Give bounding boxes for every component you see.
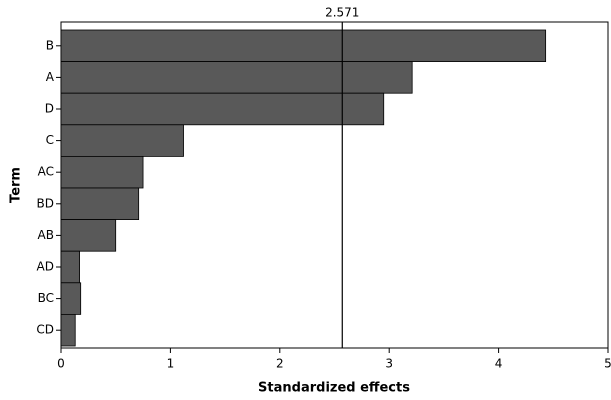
bar [60,313,76,347]
x-axis-label: Standardized effects [258,381,410,396]
x-tick-label: 2 [276,357,284,371]
y-tick-label: D [45,102,54,116]
bar [60,124,184,157]
y-tick-label: B [46,38,54,52]
x-tick-label: 5 [604,357,611,371]
y-tick-label: A [46,70,55,84]
x-tick-label: 3 [385,357,393,371]
x-tick-label: 1 [167,357,175,371]
bar [60,219,117,252]
x-tick-label: 0 [57,357,65,371]
x-tick-label: 4 [495,357,503,371]
y-tick-label: AD [37,260,54,274]
y-tick-label: CD [36,323,54,337]
bar [60,155,144,189]
reference-label: 2.571 [325,6,359,20]
y-tick-label: BC [38,291,54,305]
bar [60,282,82,315]
bar [60,187,140,221]
bar [60,29,547,63]
bar [60,92,385,126]
y-tick-label: BD [37,196,54,210]
bar [60,61,413,94]
y-tick-label: C [46,133,54,147]
y-tick-label: AC [38,165,54,179]
y-axis-label: Term [9,167,24,203]
y-tick-label: AB [38,228,54,242]
bar [60,250,80,284]
